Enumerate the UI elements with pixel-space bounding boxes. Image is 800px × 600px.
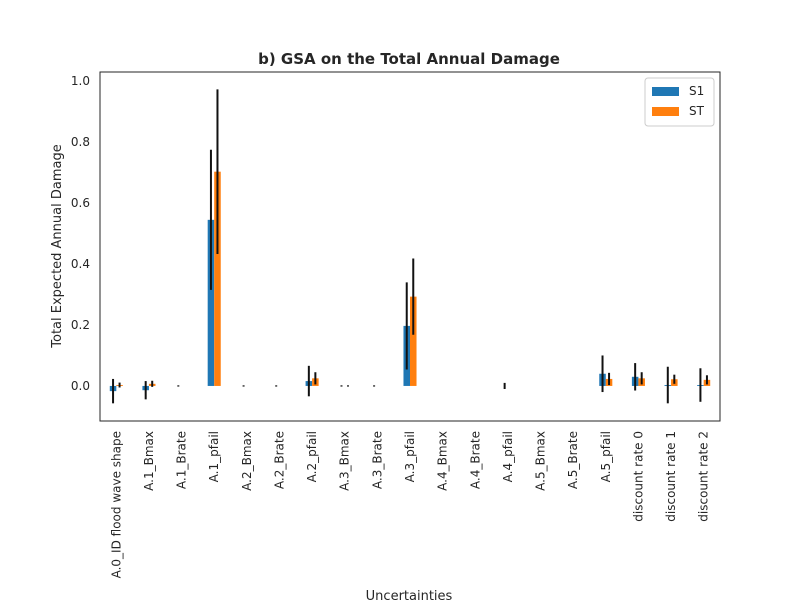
y-tick-label: 0.6 — [71, 196, 90, 210]
y-axis-label: Total Expected Annual Damage — [50, 144, 65, 348]
x-tick-label: A.2_pfail — [305, 431, 319, 482]
x-tick-label: A.5_Bmax — [534, 431, 548, 491]
x-tick-label: A.2_Bmax — [240, 431, 254, 491]
x-tick-label: A.5_Brate — [566, 431, 580, 489]
plot-frame — [99, 71, 721, 422]
bar-st — [214, 171, 221, 386]
x-tick-label: A.2_Brate — [272, 431, 286, 489]
x-tick-label: discount rate 2 — [697, 431, 711, 522]
x-tick-label: A.1_Brate — [175, 431, 189, 489]
x-tick-label: A.4_Bmax — [436, 431, 450, 491]
x-tick-label: discount rate 0 — [631, 431, 645, 522]
x-tick-label: A.3_pfail — [403, 431, 417, 482]
x-tick-label: A.1_Bmax — [142, 431, 156, 491]
x-tick-label: A.0_ID flood wave shape — [109, 431, 123, 578]
x-tick-label: A.4_pfail — [501, 431, 515, 482]
chart-title: b) GSA on the Total Annual Damage — [258, 50, 560, 68]
y-tick-label: 0.0 — [71, 379, 90, 393]
x-axis: A.0_ID flood wave shape A.1_Bmax A.1_Brate… — [109, 431, 710, 578]
y-tick-label: 1.0 — [71, 74, 90, 88]
legend-label-st: ST — [689, 104, 705, 118]
y-tick-label: 0.4 — [71, 257, 90, 271]
bars-group — [109, 171, 711, 392]
x-tick-label: discount rate 1 — [664, 431, 678, 522]
bar-s1 — [207, 219, 215, 386]
y-tick-label: 0.8 — [71, 135, 90, 149]
y-tick-label: 0.2 — [71, 318, 90, 332]
plot-area — [99, 71, 721, 422]
legend-swatch-s1 — [652, 87, 679, 96]
x-tick-label: A.3_Bmax — [338, 431, 352, 491]
x-tick-label: A.4_Brate — [468, 431, 482, 489]
bar-st — [410, 296, 417, 386]
x-tick-label: A.5_pfail — [599, 431, 613, 482]
x-tick-label: A.3_Brate — [370, 431, 384, 489]
errorbars-group — [112, 89, 708, 404]
legend: S1 ST — [644, 77, 715, 127]
legend-label-s1: S1 — [689, 84, 704, 98]
y-axis: 0.0 0.2 0.4 0.6 0.8 1.0 — [71, 74, 90, 393]
legend-swatch-st — [652, 107, 679, 116]
x-axis-label: Uncertainties — [366, 589, 453, 600]
x-tick-label: A.1_pfail — [207, 431, 221, 482]
